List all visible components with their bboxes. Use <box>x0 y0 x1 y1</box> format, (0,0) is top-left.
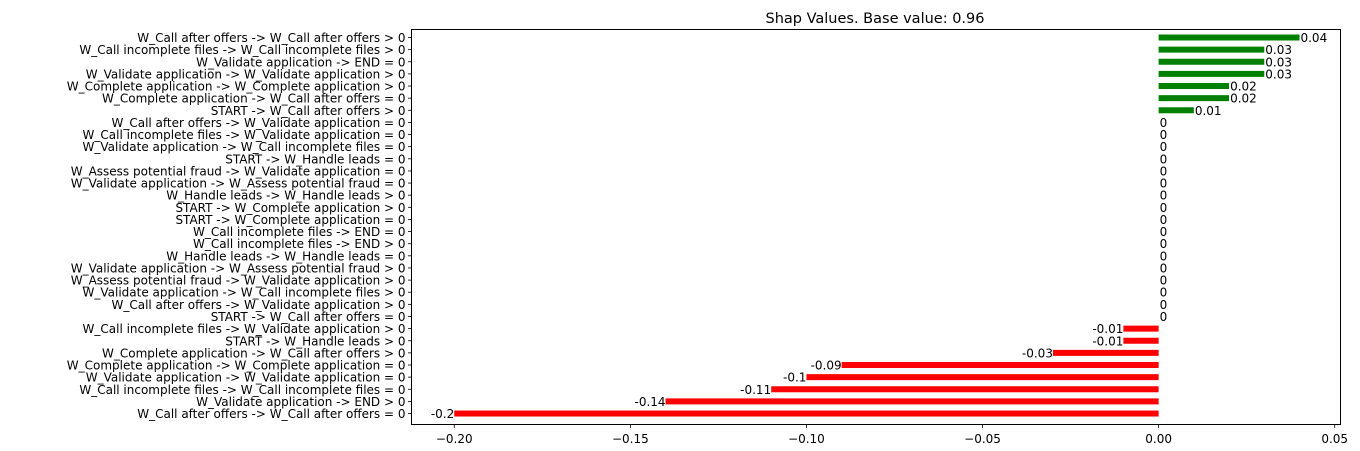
bar <box>806 374 1159 381</box>
bar <box>841 362 1159 369</box>
y-tick-label: W_Validate application -> W_Assess poten… <box>71 261 406 275</box>
bar-value-label: 0.01 <box>1195 104 1222 118</box>
bar-value-label: 0 <box>1160 164 1168 178</box>
y-tick-label: START -> W_Call after offers = 0 <box>211 310 406 324</box>
bar-value-label: 0 <box>1160 225 1168 239</box>
bar-value-label: 0 <box>1160 128 1168 142</box>
y-tick-label: W_Assess potential fraud -> W_Validate a… <box>71 274 406 288</box>
bar-value-label: -0.09 <box>811 359 842 373</box>
bar <box>1052 349 1159 356</box>
bar <box>771 386 1159 393</box>
y-tick-label: START -> W_Handle leads > 0 <box>225 334 405 348</box>
y-tick-label: W_Call incomplete files -> W_Validate ap… <box>83 322 406 336</box>
y-tick-label: START -> W_Complete application > 0 <box>175 201 405 215</box>
data-labels-layer: 0.040.030.030.030.020.020.01000000000000… <box>431 31 1327 421</box>
bar <box>1158 58 1265 65</box>
y-tick-label: W_Assess potential fraud -> W_Validate a… <box>71 164 406 178</box>
x-tick-label: 0.00 <box>1145 432 1172 446</box>
bar <box>1123 337 1159 344</box>
y-axis-category-labels: W_Call after offers -> W_Call after offe… <box>67 31 412 421</box>
bar-value-label: 0 <box>1160 177 1168 191</box>
y-tick-label: W_Call incomplete files -> W_Call incomp… <box>79 383 405 397</box>
bar-value-label: -0.01 <box>1092 322 1123 336</box>
y-tick-label: W_Complete application -> W_Call after o… <box>102 346 406 360</box>
x-tick-label: −0.05 <box>964 432 1001 446</box>
bar <box>1158 34 1300 41</box>
y-tick-label: START -> W_Call after offers > 0 <box>211 104 406 118</box>
x-tick-label: 0.05 <box>1321 432 1348 446</box>
bar <box>454 410 1159 417</box>
x-tick-label: −0.10 <box>788 432 825 446</box>
y-tick-label: W_Validate application -> W_Validate app… <box>86 371 406 385</box>
bar-value-label: 0.03 <box>1265 67 1292 81</box>
y-tick-label: W_Complete application -> W_Complete app… <box>67 80 406 94</box>
y-tick-label: W_Call incomplete files -> W_Validate ap… <box>83 128 406 142</box>
bar-value-label: -0.03 <box>1022 346 1053 360</box>
bar-value-label: 0.03 <box>1265 43 1292 57</box>
x-axis-ticks: −0.20 −0.15 −0.10 −0.05 0.00 0.05 <box>436 424 1348 446</box>
bar-value-label: -0.2 <box>431 407 454 421</box>
y-tick-label: W_Call incomplete files -> W_Call incomp… <box>79 43 405 57</box>
y-tick-label: W_Call incomplete files -> END = 0 <box>193 225 406 239</box>
bar-value-label: 0.04 <box>1300 31 1327 45</box>
bar-value-label: -0.11 <box>740 383 771 397</box>
y-tick-label: W_Complete application -> W_Call after o… <box>102 92 406 106</box>
y-tick-label: W_Validate application -> END > 0 <box>196 395 405 409</box>
bar <box>1158 83 1230 90</box>
y-tick-label: START -> W_Complete application = 0 <box>175 213 405 227</box>
x-tick-label: −0.15 <box>612 432 649 446</box>
bar-value-label: -0.01 <box>1092 334 1123 348</box>
bar <box>665 398 1159 405</box>
y-tick-label: W_Validate application -> END = 0 <box>196 55 405 69</box>
bar-value-label: 0 <box>1160 249 1168 263</box>
bar-value-label: 0.02 <box>1230 80 1257 94</box>
y-tick-label: W_Handle leads -> W_Handle leads > 0 <box>166 189 405 203</box>
y-tick-label: W_Call after offers -> W_Call after offe… <box>137 407 405 421</box>
bar-value-label: 0.03 <box>1265 55 1292 69</box>
y-tick-label: W_Call incomplete files -> END > 0 <box>193 237 406 251</box>
bar-value-label: 0 <box>1160 261 1168 275</box>
bar-value-label: -0.1 <box>783 371 806 385</box>
bar <box>1158 95 1230 102</box>
bar-value-label: 0 <box>1160 189 1168 203</box>
bar <box>1158 70 1265 77</box>
bar-value-label: 0 <box>1160 213 1168 227</box>
bar-value-label: 0 <box>1160 116 1168 130</box>
y-tick-label: W_Handle leads -> W_Handle leads = 0 <box>166 249 405 263</box>
bar-value-label: 0 <box>1160 201 1168 215</box>
bar <box>1158 107 1194 114</box>
bar-value-label: 0 <box>1160 274 1168 288</box>
bar-value-label: 0 <box>1160 310 1168 324</box>
y-tick-label: W_Validate application -> W_Call incompl… <box>83 140 406 154</box>
bar-value-label: -0.14 <box>635 395 666 409</box>
bar-value-label: 0 <box>1160 237 1168 251</box>
y-tick-label: W_Call after offers -> W_Validate applic… <box>111 298 405 312</box>
bar-value-label: 0 <box>1160 152 1168 166</box>
bar <box>1158 46 1265 53</box>
y-tick-label: W_Complete application -> W_Complete app… <box>67 359 406 373</box>
chart-title: Shap Values. Base value: 0.96 <box>766 11 985 27</box>
y-tick-label: W_Validate application -> W_Call incompl… <box>83 286 406 300</box>
y-tick-label: W_Call after offers -> W_Validate applic… <box>111 116 405 130</box>
y-tick-label: W_Validate application -> W_Validate app… <box>86 67 406 81</box>
y-tick-label: W_Call after offers -> W_Call after offe… <box>137 31 405 45</box>
y-tick-label: W_Validate application -> W_Assess poten… <box>71 177 406 191</box>
y-tick-label: START -> W_Handle leads = 0 <box>225 152 405 166</box>
bar-value-label: 0.02 <box>1230 92 1257 106</box>
plot-area-frame <box>411 29 1341 425</box>
bar <box>1123 325 1159 332</box>
bar-value-label: 0 <box>1160 140 1168 154</box>
bar-value-label: 0 <box>1160 298 1168 312</box>
bars-layer <box>454 34 1300 417</box>
x-tick-label: −0.20 <box>436 432 473 446</box>
bar-value-label: 0 <box>1160 286 1168 300</box>
